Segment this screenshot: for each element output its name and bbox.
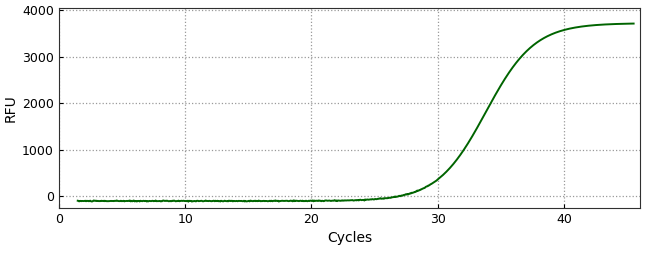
X-axis label: Cycles: Cycles [326,231,372,245]
Y-axis label: RFU: RFU [4,94,18,122]
